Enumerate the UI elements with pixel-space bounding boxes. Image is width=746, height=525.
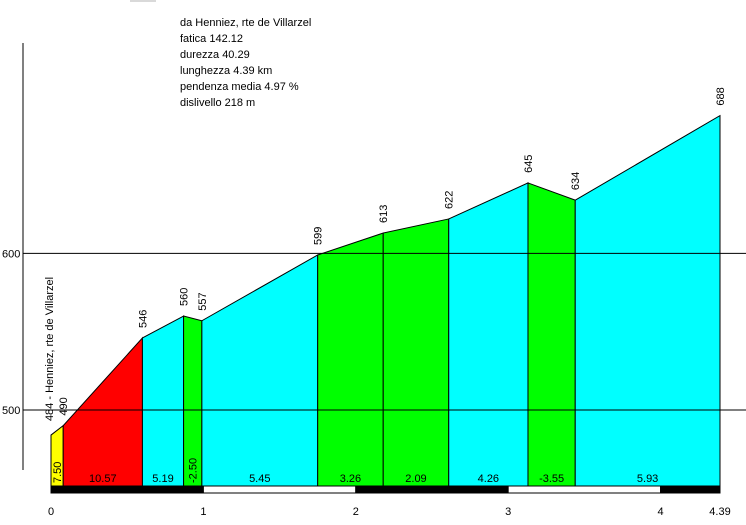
- km-scale-bar: [50, 485, 204, 494]
- x-tick-label: 0: [48, 506, 54, 518]
- segment-gradient-label: 10.57: [89, 473, 117, 485]
- profile-segment: [141, 315, 185, 487]
- elevation-label: 645: [523, 155, 535, 173]
- top-marker: [130, 0, 156, 2]
- start-point-label: 484 - Henniez, rte de Villarzel: [44, 277, 56, 421]
- km-scale-bar: [507, 485, 662, 494]
- elevation-label: 599: [313, 227, 325, 245]
- segment-gradient-label: 2.09: [405, 473, 426, 485]
- segment-gradient-label: 4.26: [478, 473, 499, 485]
- fatica-value: fatica 142.12: [180, 33, 243, 45]
- km-scale-bar: [660, 485, 721, 494]
- segment-gradient-label: 7.50: [52, 462, 64, 483]
- elevation-label: 560: [179, 288, 191, 306]
- profile-segment: [62, 336, 143, 487]
- profile-segment: [317, 232, 384, 487]
- km-scale-bar: [355, 485, 509, 494]
- labels-layer: 7.50 10.57 5.19 -2.50 5.45 3.26 2.09 4.26 -3.55 5…: [44, 87, 727, 485]
- profile-segment: [574, 114, 721, 487]
- dislivello-value: dislivello 218 m: [180, 97, 256, 109]
- segment-gradient-label: 5.45: [249, 473, 270, 485]
- lunghezza-value: lunghezza 4.39 km: [180, 65, 273, 77]
- elevation-label: 613: [378, 205, 390, 223]
- segment-gradient-label: -2.50: [188, 458, 200, 483]
- y-tick-label: 500: [2, 405, 20, 417]
- grid-layer: [23, 252, 746, 411]
- profile-segment: [382, 218, 450, 487]
- segment-gradient-label: -3.55: [539, 473, 564, 485]
- x-tick-label: 4: [658, 506, 664, 518]
- elevation-label: 688: [715, 87, 727, 105]
- segment-gradient-label: 5.19: [152, 473, 173, 485]
- x-tick-label: 3: [505, 506, 511, 518]
- y-tick-label: 600: [2, 248, 20, 260]
- durezza-value: durezza 40.29: [180, 49, 250, 61]
- segment-gradient-label: 3.26: [340, 473, 361, 485]
- segment-gradient-label: 5.93: [637, 473, 658, 485]
- info-panel: da Henniez, rte de Villarzel fatica 142.…: [180, 15, 311, 111]
- profile-segment: [448, 182, 529, 487]
- segments-layer: [50, 114, 721, 487]
- elevation-label: 622: [444, 191, 456, 209]
- pendenza-value: pendenza media 4.97 %: [180, 81, 299, 93]
- x-tick-label: 1: [200, 506, 206, 518]
- km-scale-bar: [202, 485, 357, 494]
- profile-segment: [201, 254, 319, 487]
- elevation-label: 557: [197, 292, 209, 310]
- elevation-label: 490: [58, 397, 70, 415]
- x-tick-label: 4.39: [709, 506, 730, 518]
- profile-segment: [527, 182, 576, 487]
- route-title: da Henniez, rte de Villarzel: [180, 17, 312, 29]
- elevation-label: 546: [137, 310, 149, 328]
- elevation-label: 634: [570, 172, 582, 190]
- axis-layer: 500 600 0 1 2 3 4 4.39: [2, 43, 731, 518]
- x-tick-label: 2: [353, 506, 359, 518]
